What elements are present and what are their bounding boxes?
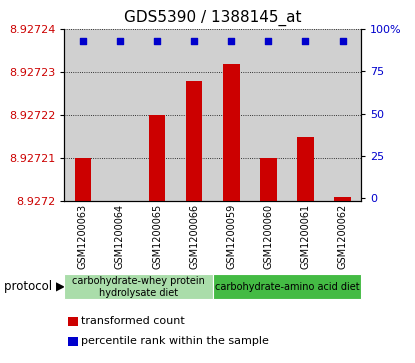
Point [302, 38, 309, 44]
Text: transformed count: transformed count [81, 316, 185, 326]
Bar [75, 158, 91, 201]
Point [80, 38, 86, 44]
Text: protocol: protocol [4, 280, 56, 293]
Text: carbohydrate-amino acid diet: carbohydrate-amino acid diet [215, 282, 359, 292]
Bar [101, 29, 139, 201]
Point [191, 38, 198, 44]
Bar [176, 29, 213, 201]
Bar [213, 29, 250, 201]
Text: percentile rank within the sample: percentile rank within the sample [81, 336, 269, 346]
Bar [334, 197, 351, 201]
Bar [260, 158, 277, 201]
Bar [297, 137, 314, 201]
Point [154, 38, 160, 44]
Text: ▶: ▶ [56, 280, 65, 293]
Point [339, 38, 346, 44]
Text: carbohydrate-whey protein
hydrolysate diet: carbohydrate-whey protein hydrolysate di… [72, 276, 205, 298]
Bar [139, 29, 176, 201]
Point [117, 38, 123, 44]
Bar [250, 29, 287, 201]
Point [265, 38, 272, 44]
Bar [149, 115, 166, 201]
Bar [186, 81, 203, 201]
Point [228, 38, 234, 44]
Bar [112, 201, 128, 363]
Bar [223, 64, 239, 201]
Bar [324, 29, 361, 201]
Bar [287, 29, 324, 201]
Bar [64, 29, 101, 201]
Title: GDS5390 / 1388145_at: GDS5390 / 1388145_at [124, 10, 301, 26]
